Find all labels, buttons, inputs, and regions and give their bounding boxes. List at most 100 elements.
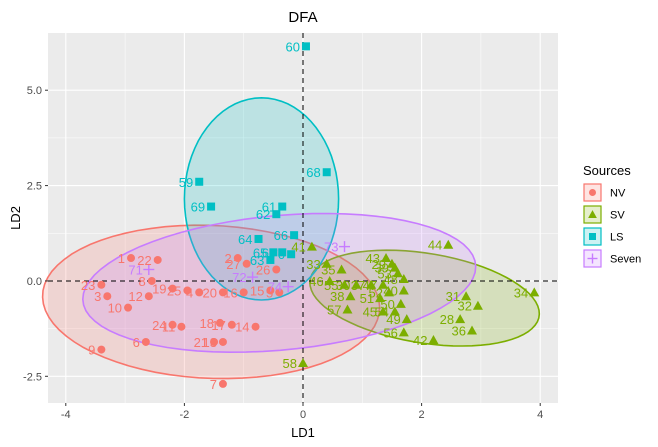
y-tick-label: -2.5 [23, 371, 42, 383]
point-label-27: 27 [226, 257, 240, 272]
point-label-58: 58 [283, 356, 297, 371]
ellipse-ls [183, 96, 340, 301]
point-44 [443, 239, 454, 249]
point-11 [177, 322, 186, 331]
point-20 [218, 288, 227, 297]
point-label-4: 4 [186, 285, 193, 300]
point-66 [290, 231, 299, 240]
point-46 [324, 275, 335, 285]
point-label-17: 17 [211, 318, 225, 333]
point-57 [342, 304, 353, 314]
point-74 [282, 281, 294, 293]
point-label-15: 15 [250, 283, 264, 298]
point-label-48: 48 [383, 272, 397, 287]
legend-label-sv: SV [610, 210, 625, 222]
point-label-10: 10 [108, 301, 122, 316]
point-67 [278, 248, 287, 257]
point-14 [251, 322, 260, 331]
point-5 [275, 288, 284, 297]
point-label-23: 23 [81, 278, 95, 293]
point-69 [207, 202, 216, 211]
ellipse-nv [41, 224, 381, 380]
point-label-21: 21 [194, 335, 208, 350]
point-2 [233, 254, 242, 263]
y-tick-label: 5.0 [27, 85, 42, 97]
point-label-7: 7 [210, 377, 217, 392]
point-label-63: 63 [250, 253, 264, 268]
point-53 [392, 268, 403, 278]
legend: Sources NV SV LS Seven [583, 163, 641, 268]
point-label-67: 67 [262, 245, 276, 260]
point-label-2: 2 [225, 251, 232, 266]
point-1 [127, 254, 136, 263]
point-48 [398, 274, 409, 284]
point-label-65: 65 [253, 245, 267, 260]
point-label-70: 70 [271, 247, 285, 262]
point-62 [272, 210, 281, 219]
point-61 [278, 202, 287, 211]
x-axis-title: LD1 [291, 425, 315, 440]
point-30 [351, 279, 362, 289]
point-26 [272, 265, 281, 274]
point-16 [239, 288, 248, 297]
legend-label-ls: LS [610, 232, 623, 244]
point-42 [428, 335, 439, 345]
point-label-52: 52 [369, 285, 383, 300]
point-label-40: 40 [383, 283, 397, 298]
point-label-32: 32 [457, 299, 471, 314]
point-47 [378, 279, 389, 289]
point-22 [153, 255, 162, 264]
point-12 [144, 292, 153, 301]
point-label-14: 14 [235, 320, 249, 335]
point-label-45: 45 [363, 304, 377, 319]
point-label-66: 66 [274, 228, 288, 243]
point-13 [218, 337, 227, 346]
point-32 [472, 300, 483, 310]
point-label-62: 62 [256, 207, 270, 222]
point-label-47: 47 [363, 278, 377, 293]
point-15 [266, 286, 275, 295]
point-label-18: 18 [200, 316, 214, 331]
point-71 [143, 263, 155, 275]
point-55 [339, 279, 350, 289]
point-label-22: 22 [137, 253, 151, 268]
point-4 [195, 288, 204, 297]
point-51 [375, 293, 386, 303]
point-52 [383, 287, 394, 297]
point-label-39: 39 [374, 261, 388, 276]
legend-label-seven: Seven [610, 254, 641, 266]
point-label-43: 43 [366, 251, 380, 266]
point-label-8: 8 [139, 274, 146, 289]
point-45 [378, 306, 389, 316]
point-68 [322, 168, 331, 177]
point-label-59: 59 [179, 175, 193, 190]
point-label-68: 68 [306, 165, 320, 180]
point-label-49: 49 [386, 312, 400, 327]
point-label-57: 57 [327, 303, 341, 318]
point-label-72: 72 [232, 270, 246, 285]
x-tick-label: -2 [180, 409, 190, 421]
point-50 [395, 298, 406, 308]
point-label-1: 1 [118, 251, 125, 266]
legend-label-nv: NV [610, 188, 626, 200]
point-label-6: 6 [133, 335, 140, 350]
y-axis-title: LD2 [8, 206, 23, 230]
point-18 [215, 318, 224, 327]
point-label-12: 12 [128, 289, 142, 304]
point-7 [218, 379, 227, 388]
x-tick-label: 4 [537, 409, 543, 421]
point-label-56: 56 [383, 325, 397, 340]
point-72 [247, 271, 259, 283]
point-label-61: 61 [262, 200, 276, 215]
legend-marker-seven [587, 253, 598, 264]
y-tick-label: 2.5 [27, 181, 42, 193]
point-41 [306, 241, 317, 251]
point-59 [195, 177, 204, 186]
point-54 [389, 306, 400, 316]
point-label-16: 16 [223, 285, 237, 300]
point-38 [345, 291, 356, 301]
point-60 [301, 42, 310, 51]
point-6 [141, 337, 150, 346]
